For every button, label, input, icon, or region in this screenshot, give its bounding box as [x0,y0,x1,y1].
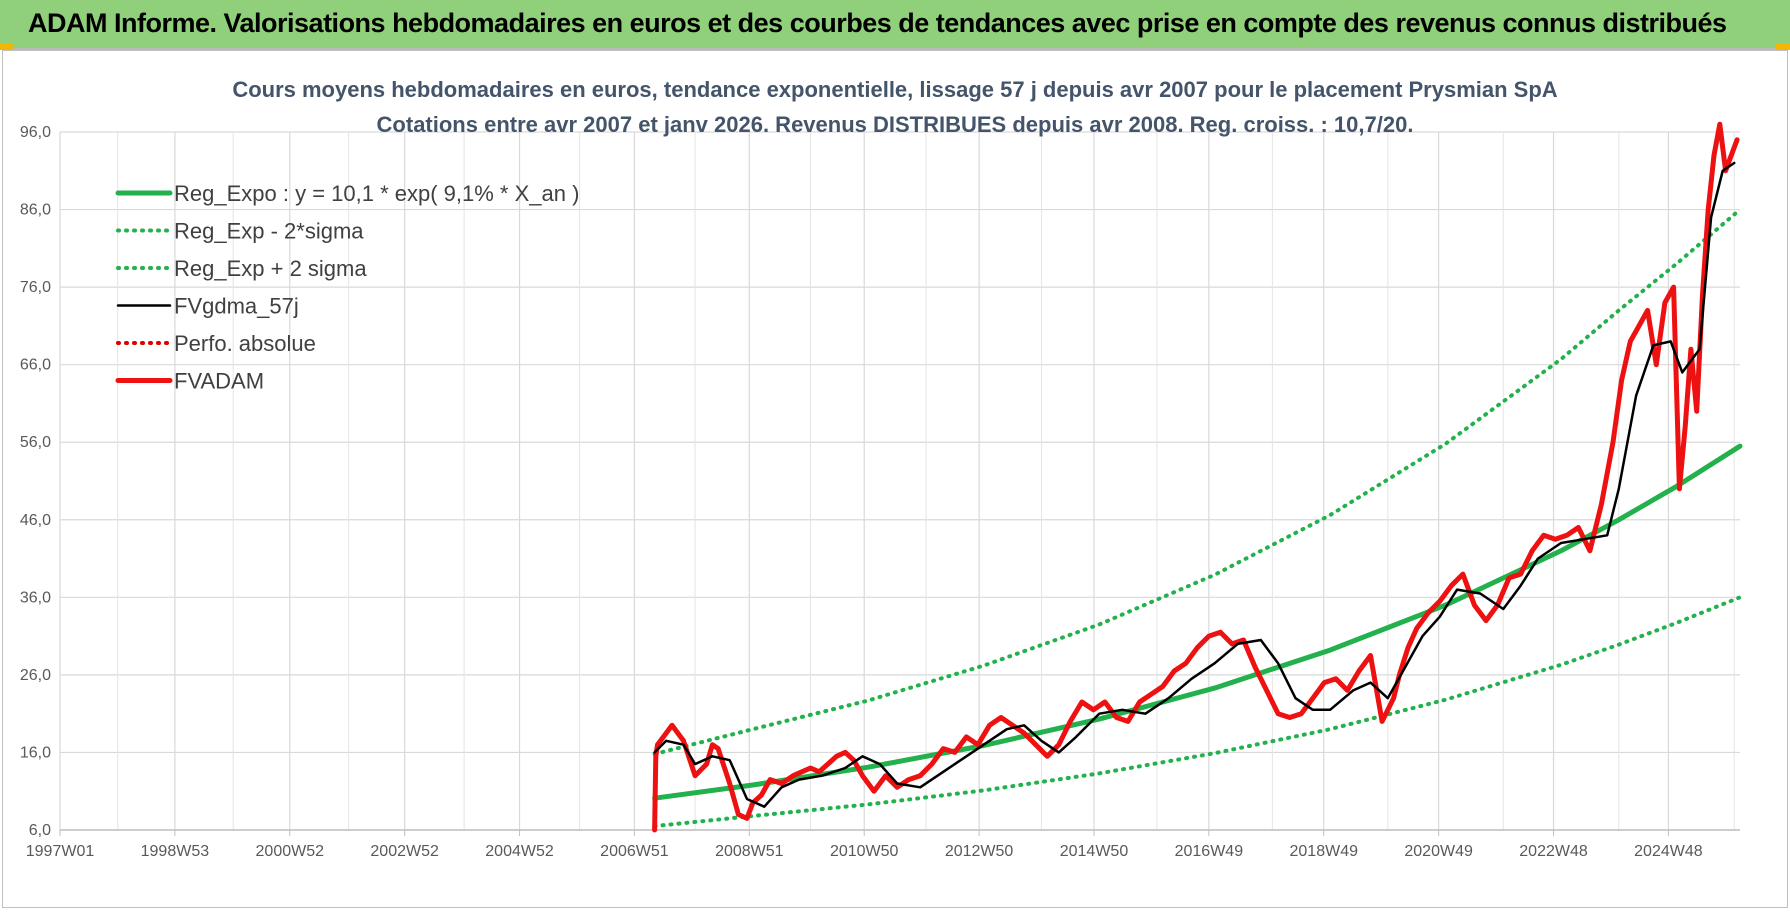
series-line-reg_exp [652,595,1742,829]
legend-label: Reg_Exp - 2*sigma [174,219,364,244]
x-tick-label: 2022W48 [1519,843,1588,860]
series-line-fvgdma_57j [653,161,1736,808]
y-tick-label: 56,0 [20,434,51,451]
y-tick-label: 66,0 [20,357,51,374]
x-tick-label: 2010W50 [830,843,899,860]
x-tick-label: 2018W49 [1290,843,1359,860]
x-tick-label: 2006W51 [600,843,669,860]
y-tick-label: 96,0 [20,124,51,141]
x-tick-label: 2008W51 [715,843,784,860]
report-title: ADAM Informe. Valorisations hebdomadaire… [28,8,1727,38]
x-tick-label: 2016W49 [1175,843,1244,860]
x-tick-label: 2000W52 [256,843,325,860]
x-tick-label: 2014W50 [1060,843,1129,860]
y-tick-label: 46,0 [20,512,51,529]
x-tick-label: 1998W53 [141,843,210,860]
x-tick-label: 2024W48 [1634,843,1703,860]
x-tick-label: 2020W49 [1404,843,1473,860]
series-line-reg_exp [652,207,1742,756]
legend-label: Perfo. absolue [174,331,316,356]
x-axis-ticks: 1997W01 1998W53 2000W52 2002W52 2004W52 2006W… [26,843,1703,860]
y-tick-label: 86,0 [20,202,51,219]
y-tick-label: 16,0 [20,744,51,761]
header-banner: ADAM Informe. Valorisations hebdomadaire… [0,0,1790,50]
y-tick-label: 26,0 [20,667,51,684]
chart-series [652,121,1743,833]
chart-frame [2,50,1788,908]
x-tick-label: 2002W52 [370,843,439,860]
chart-legend: Reg_Expo : y = 10,1 * exp( 9,1% * X_an )… [115,181,579,394]
corner-marker [1776,44,1790,50]
series-line-reg_expo [652,443,1743,801]
legend-label: Reg_Expo : y = 10,1 * exp( 9,1% * X_an ) [174,181,579,206]
corner-marker [0,44,14,50]
y-tick-label: 36,0 [20,589,51,606]
x-tick-label: 2012W50 [945,843,1014,860]
legend-label: FVADAM [174,369,264,394]
y-tick-label: 76,0 [20,279,51,296]
y-tick-label: 6,0 [29,822,51,839]
y-axis-ticks: 6,0 16,0 26,0 36,0 46,0 56,0 66,0 76,0 86,0 96,0 [20,124,51,839]
legend-label: Reg_Exp + 2 sigma [174,256,367,281]
legend-label: FVgdma_57j [174,294,299,319]
chart-subtitle: Cotations entre avr 2007 et janv 2026. R… [377,112,1414,137]
series-line-fvadam [652,121,1740,833]
x-tick-label: 1997W01 [26,843,95,860]
x-tick-label: 2004W52 [485,843,554,860]
chart-title: Cours moyens hebdomadaires en euros, ten… [232,77,1557,102]
